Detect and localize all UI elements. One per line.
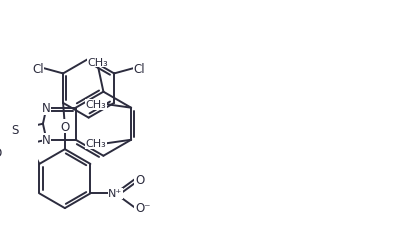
Text: Cl: Cl (134, 62, 145, 75)
Text: N⁺: N⁺ (108, 189, 122, 199)
Text: S: S (12, 124, 19, 137)
Text: CH₃: CH₃ (88, 57, 108, 68)
Text: Cl: Cl (32, 62, 44, 75)
Text: O: O (60, 120, 70, 133)
Text: O⁻: O⁻ (135, 201, 150, 214)
Text: N: N (42, 134, 51, 147)
Text: CH₃: CH₃ (86, 100, 106, 110)
Text: O: O (0, 146, 1, 160)
Text: N: N (42, 102, 51, 115)
Text: O: O (135, 173, 144, 186)
Text: CH₃: CH₃ (86, 139, 106, 149)
